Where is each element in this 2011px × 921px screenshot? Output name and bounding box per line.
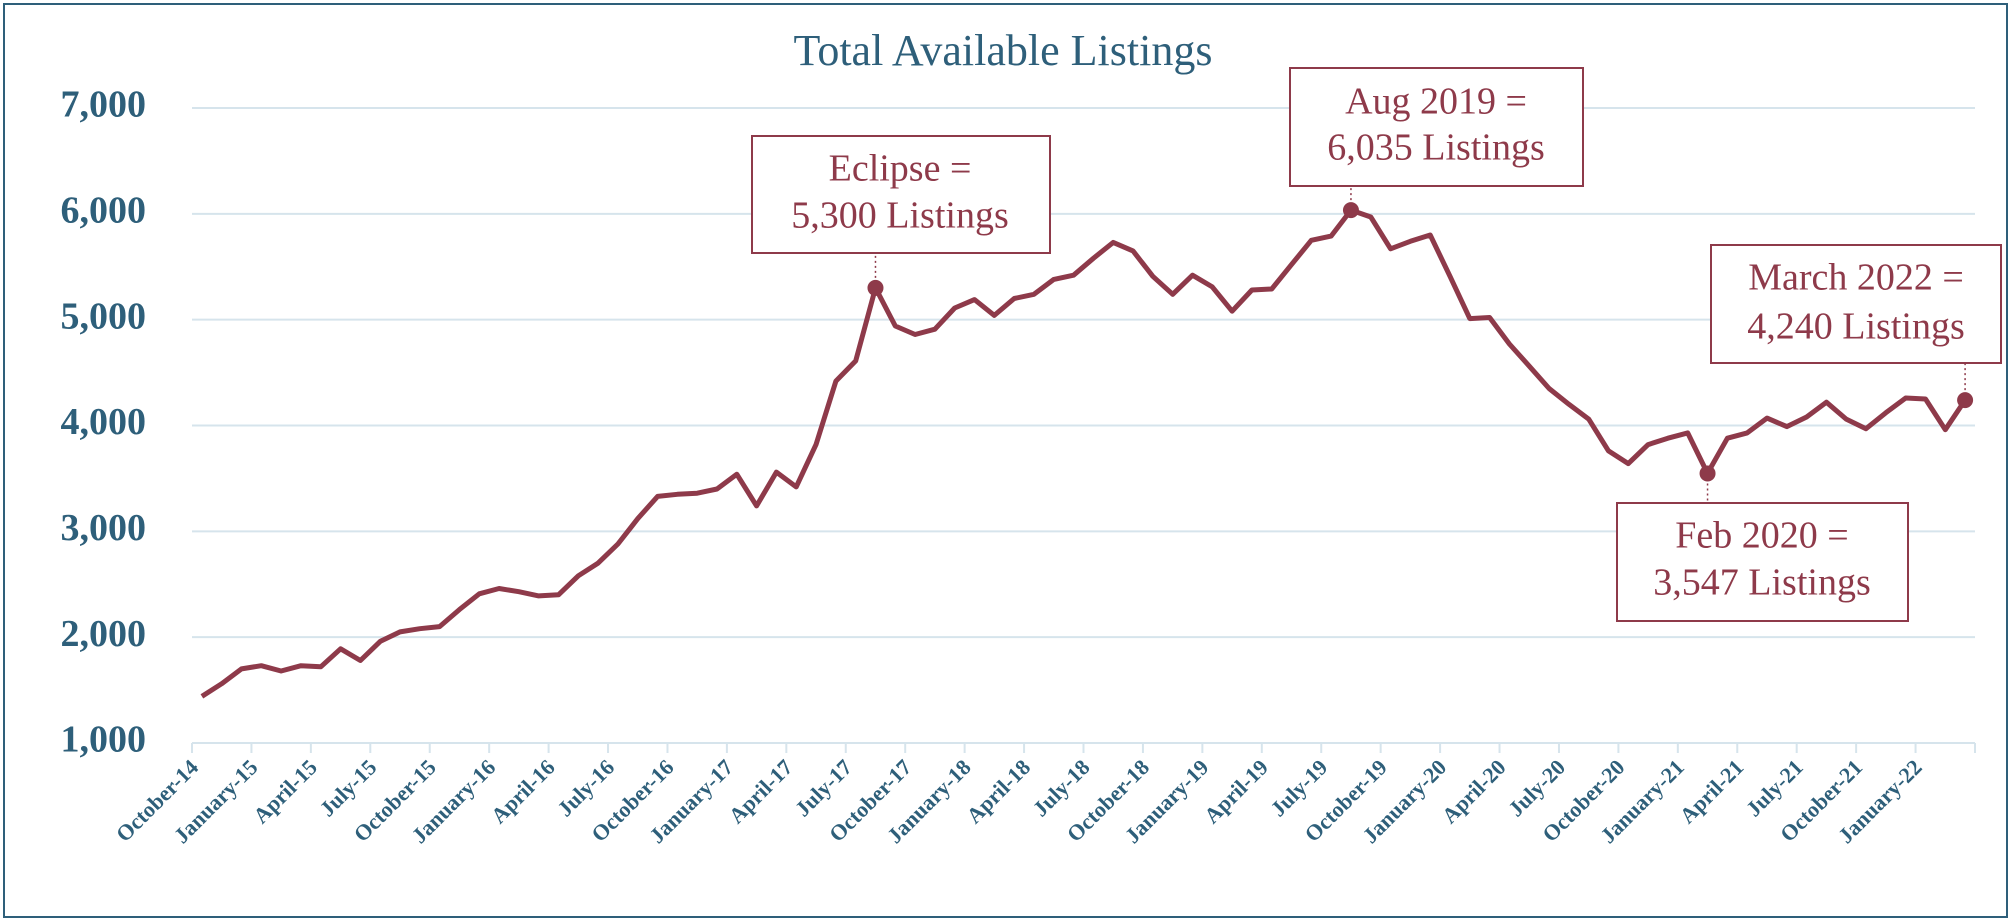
annotation-box [1710, 244, 2002, 364]
y-tick-label: 4,000 [61, 401, 147, 443]
highlight-point [1957, 392, 1974, 409]
y-tick-label: 7,000 [61, 84, 147, 126]
annotation-text: March 2022 = [1748, 257, 1964, 299]
annotation-text: Feb 2020 = [1675, 515, 1848, 557]
annotation-box [1289, 67, 1584, 187]
x-tick-label: April-21 [1675, 754, 1749, 828]
annotation-text: 6,035 Listings [1327, 127, 1544, 169]
frame [3, 3, 2008, 918]
x-tick-label: April-19 [1199, 754, 1273, 828]
annotation-box [1616, 502, 1909, 622]
data-line [200, 207, 1968, 699]
highlight-point [1699, 465, 1716, 482]
annotation-text: 5,300 Listings [791, 195, 1008, 237]
x-tick-label: April-18 [961, 754, 1035, 828]
x-tick-label: April-20 [1437, 754, 1511, 828]
y-tick-label: 1,000 [61, 719, 147, 761]
annotation-text: Aug 2019 = [1345, 81, 1527, 123]
x-tick-label: April-15 [248, 754, 322, 828]
annotation-text: 3,547 Listings [1653, 562, 1870, 604]
x-tick-label: April-17 [724, 754, 798, 828]
annotation-box [751, 135, 1051, 254]
y-tick-label: 2,000 [61, 613, 147, 655]
y-tick-label: 3,000 [61, 507, 147, 549]
chart-title: Total Available Listings [794, 26, 1213, 75]
annotation-text: Eclipse = [829, 148, 972, 190]
y-tick-label: 6,000 [61, 190, 147, 232]
x-tick-label: April-16 [486, 754, 560, 828]
annotation-text: 4,240 Listings [1747, 306, 1964, 348]
highlight-point [867, 279, 884, 296]
highlight-point [1342, 202, 1359, 219]
y-tick-label: 5,000 [61, 295, 147, 337]
